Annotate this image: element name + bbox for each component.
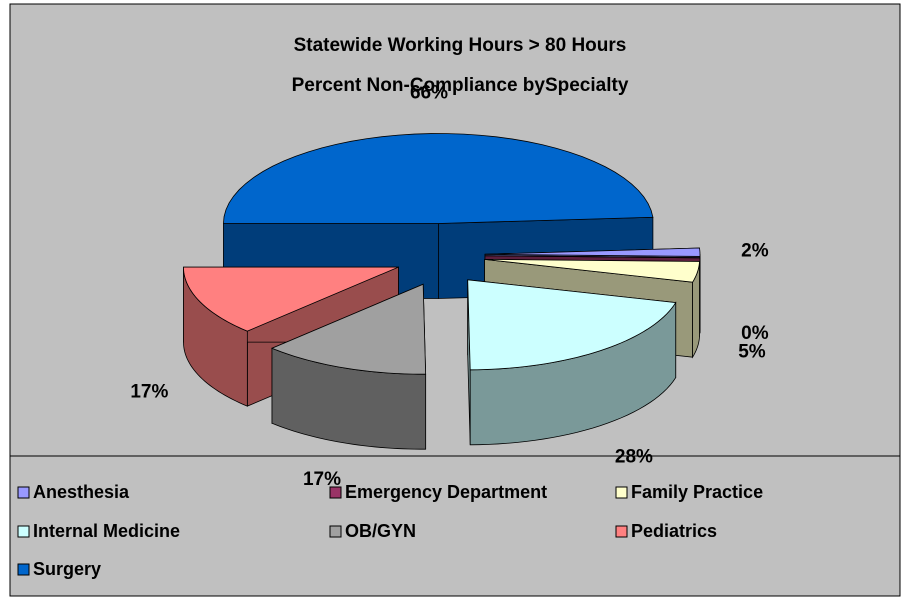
data-label: 2% <box>741 240 769 261</box>
legend-swatch <box>17 486 30 499</box>
data-label: 17% <box>303 469 341 490</box>
data-label: 0% <box>741 323 769 344</box>
legend-label: Family Practice <box>631 482 763 502</box>
legend-swatch <box>17 525 30 538</box>
legend-label: Surgery <box>33 559 101 579</box>
data-label: 66% <box>410 83 448 104</box>
legend-swatch <box>17 563 30 576</box>
legend-label: Pediatrics <box>631 521 717 541</box>
slice-top <box>183 266 399 332</box>
legend-label: Internal Medicine <box>33 521 180 541</box>
legend-label: Emergency Department <box>345 482 547 502</box>
slice-top <box>484 247 701 257</box>
legend-swatch <box>615 525 628 538</box>
data-label: 28% <box>615 446 653 467</box>
chart-title: Statewide Working Hours > 80 Hours <box>294 35 627 56</box>
data-label: 5% <box>738 341 766 362</box>
data-label: 17% <box>130 381 168 402</box>
slice-top <box>222 133 654 224</box>
chart-area <box>9 3 901 597</box>
slice-top <box>467 279 677 371</box>
legend-label: Anesthesia <box>33 482 130 502</box>
chart-subtitle: Percent Non-Compliance bySpecialty <box>292 75 629 96</box>
pie-slice <box>222 133 654 299</box>
slice-top <box>270 283 427 375</box>
slice-top <box>484 258 700 283</box>
legend-label: OB/GYN <box>345 521 416 541</box>
pie-slice <box>467 279 677 446</box>
legend-swatch <box>329 525 342 538</box>
pie-slice <box>270 283 427 450</box>
legend-swatch <box>329 486 342 499</box>
legend-swatch <box>615 486 628 499</box>
